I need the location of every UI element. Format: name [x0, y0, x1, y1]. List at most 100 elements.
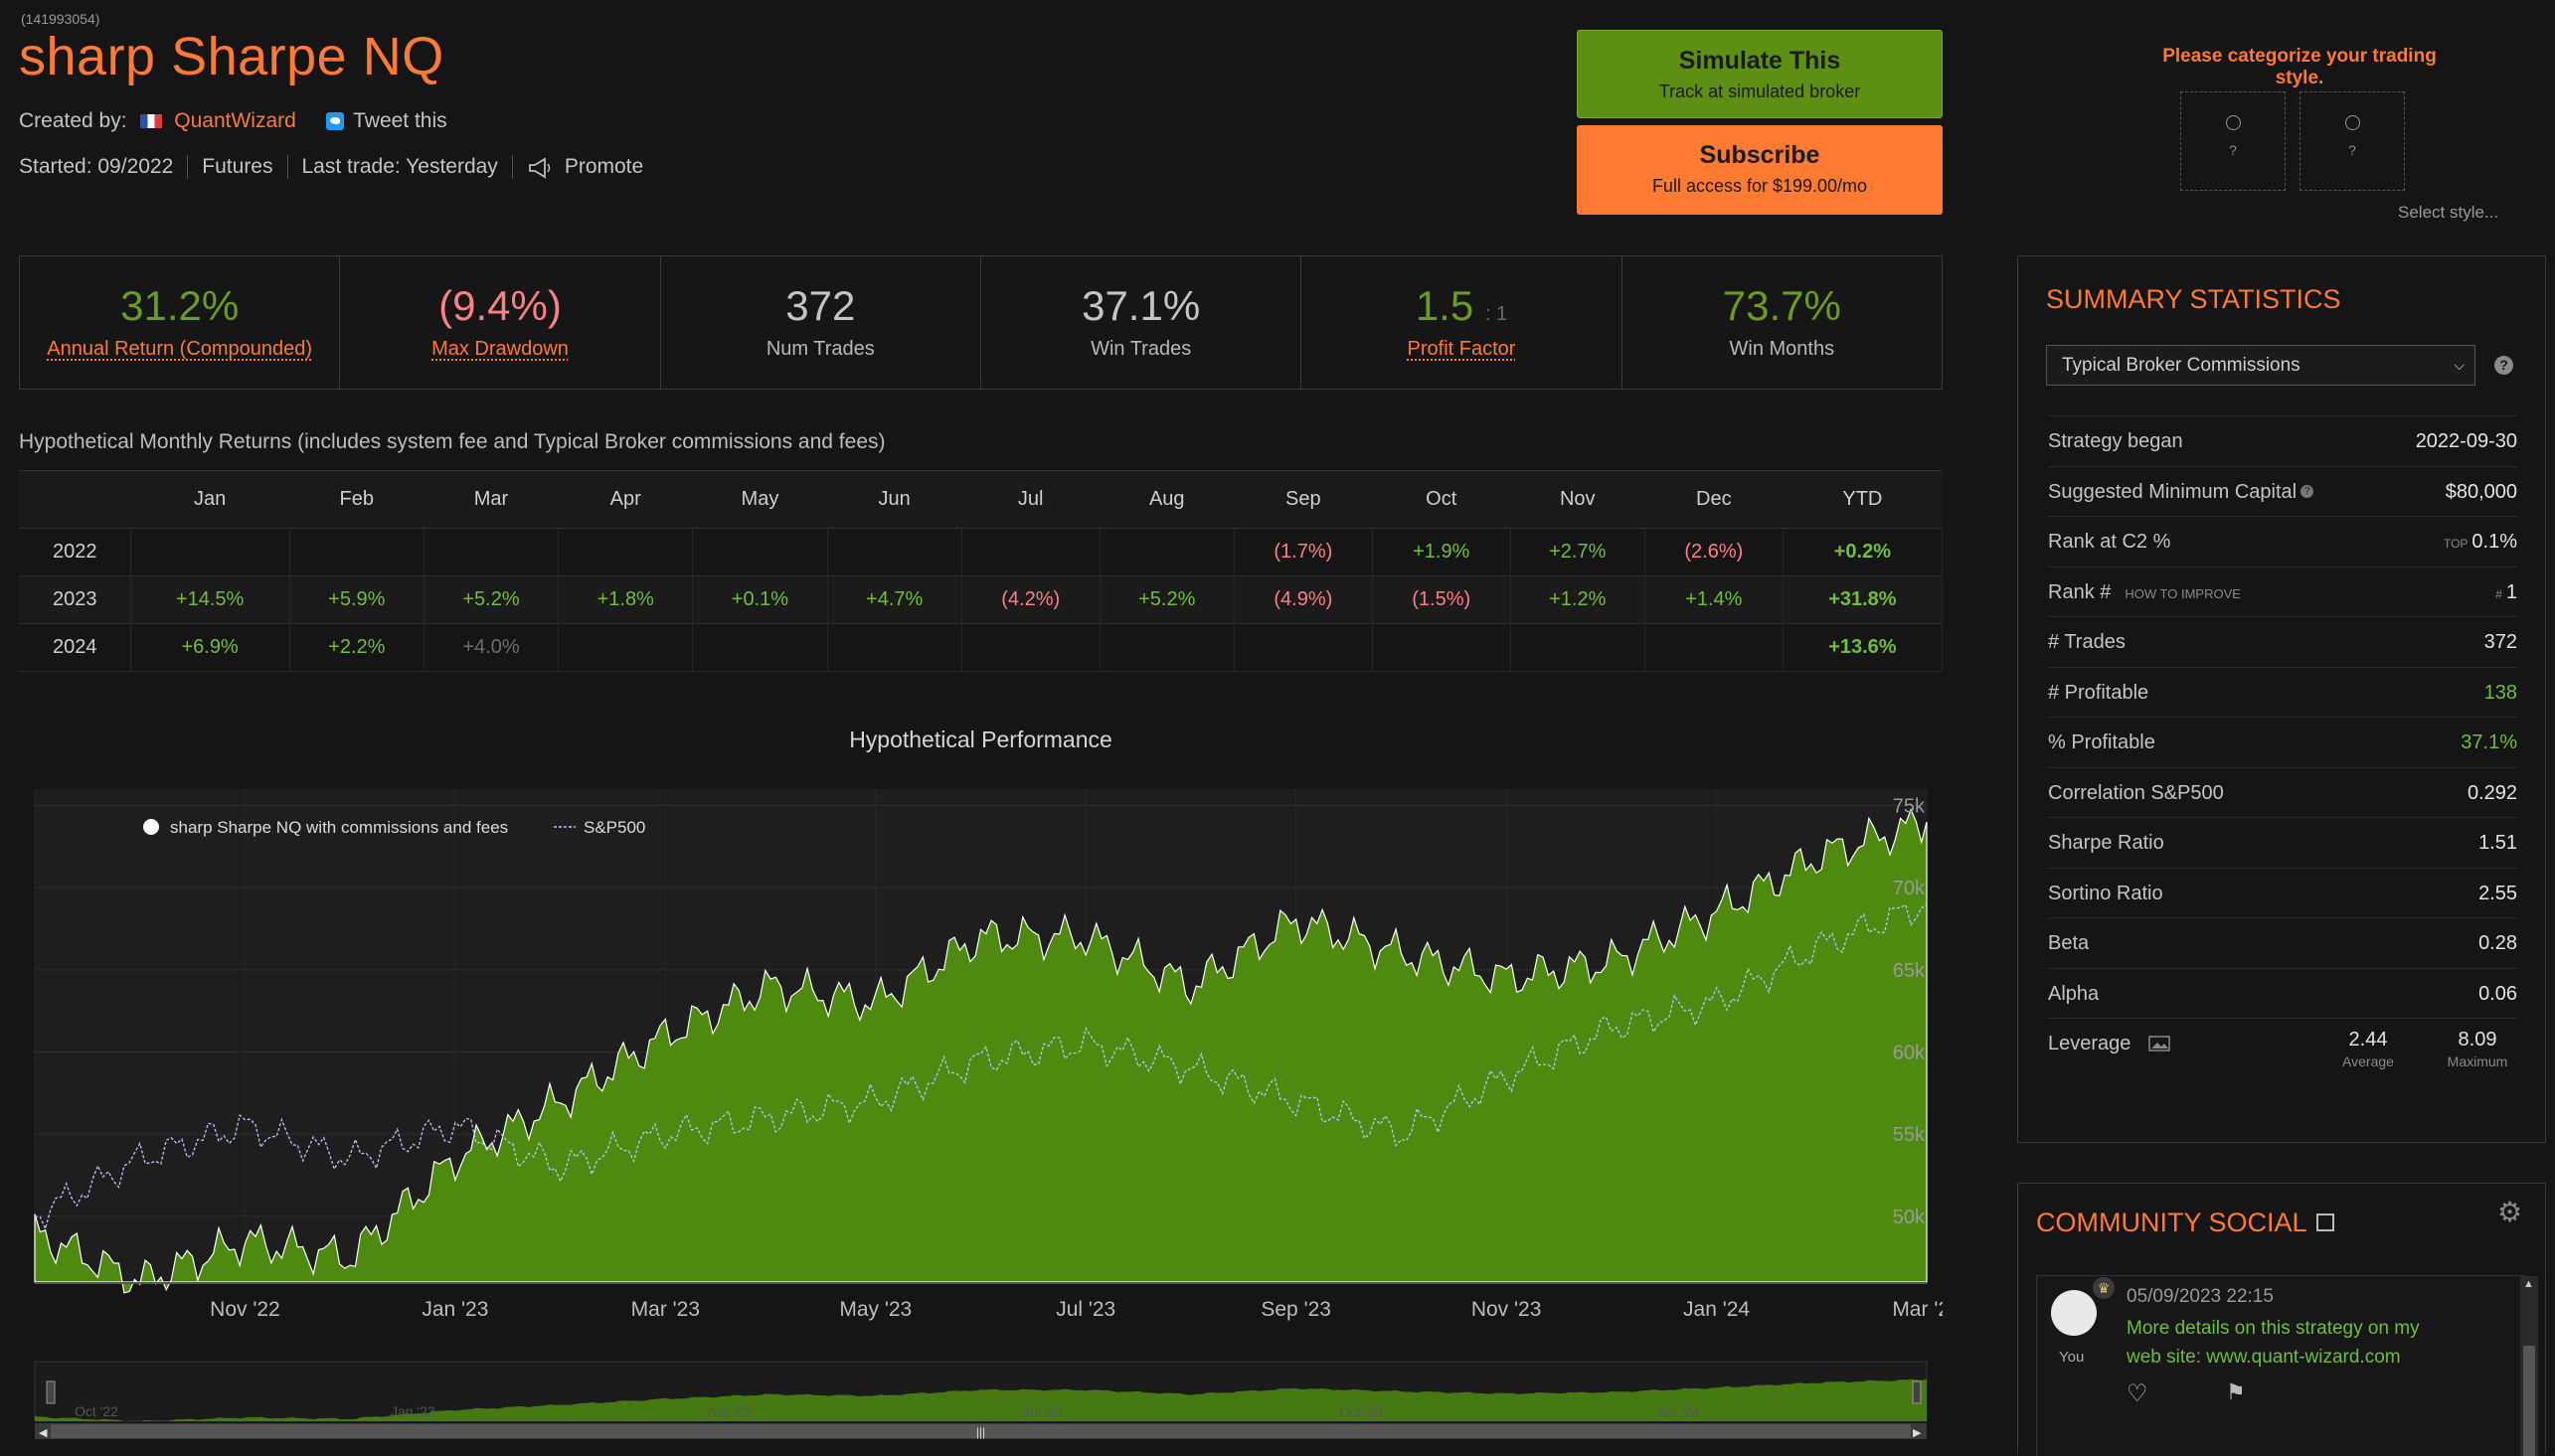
- style-box-2[interactable]: ?: [2300, 91, 2405, 191]
- sp500-data-point[interactable]: [1400, 1133, 1403, 1136]
- stat-win-months: 73.7% Win Months: [1622, 256, 1942, 389]
- promote-link[interactable]: Promote: [564, 155, 644, 178]
- stat-label-link[interactable]: Annual Return (Compounded): [47, 338, 313, 360]
- strategy-data-point[interactable]: [1820, 854, 1823, 857]
- sp500-data-point[interactable]: [769, 1116, 772, 1119]
- divider: [187, 155, 189, 179]
- sp500-data-point[interactable]: [979, 1058, 982, 1061]
- column-header: YTD: [1783, 470, 1943, 529]
- scrollbar-thumb[interactable]: [2523, 1346, 2535, 1456]
- strategy-data-point[interactable]: [1505, 977, 1508, 980]
- leverage-maximum: 8.09 Maximum: [2438, 1029, 2517, 1069]
- strategy-data-point[interactable]: [1715, 911, 1718, 914]
- strategy-data-point[interactable]: [1085, 935, 1088, 938]
- sp500-data-point[interactable]: [559, 1166, 562, 1169]
- gear-icon[interactable]: ⚙: [2497, 1197, 2523, 1227]
- navigator-handle-right[interactable]: [1912, 1380, 1922, 1404]
- performance-chart[interactable]: 50k 55k 60k 65k 70k 75k Nov '22 Jan '23 Mar '23 M…: [19, 775, 1943, 1451]
- author-link[interactable]: QuantWizard: [174, 109, 296, 132]
- sp500-data-point[interactable]: [1715, 1001, 1718, 1004]
- external-link-icon[interactable]: [2316, 1213, 2334, 1231]
- tweet-link[interactable]: Tweet this: [353, 109, 447, 132]
- post-text[interactable]: More details on this strategy on my web …: [2127, 1318, 2420, 1368]
- strategy-data-point[interactable]: [1294, 919, 1297, 922]
- chart-image-icon[interactable]: [2148, 1036, 2170, 1052]
- navigator-scrollbar-thumb[interactable]: [51, 1424, 1911, 1438]
- twitter-icon[interactable]: [325, 112, 344, 130]
- legend-label-sp500[interactable]: S&P500: [584, 818, 645, 837]
- commission-select[interactable]: Typical Broker Commissions ⌵: [2046, 345, 2475, 386]
- stat-label: Num Trades: [766, 338, 875, 360]
- summary-row: # Profitable 138: [2048, 666, 2517, 718]
- strategy-data-point[interactable]: [1610, 960, 1613, 963]
- style-box-1[interactable]: ?: [2180, 91, 2286, 191]
- strategy-data-point[interactable]: [559, 1100, 562, 1103]
- post-author: You: [2059, 1349, 2085, 1366]
- stat-value: (9.4%): [438, 282, 562, 329]
- france-flag-icon: [140, 114, 163, 128]
- stat-label-link[interactable]: Max Drawdown: [431, 338, 569, 360]
- strategy-data-point[interactable]: [34, 1231, 37, 1234]
- sp500-data-point[interactable]: [1085, 1043, 1088, 1046]
- summary-row: Beta 0.28: [2048, 917, 2517, 968]
- navigator-handle-left[interactable]: [46, 1380, 56, 1404]
- sp500-data-point[interactable]: [349, 1158, 352, 1161]
- sp500-data-point[interactable]: [874, 1100, 877, 1103]
- sp500-data-point[interactable]: [1610, 1026, 1613, 1029]
- sp500-data-point[interactable]: [453, 1124, 456, 1127]
- strategy-data-point[interactable]: [244, 1239, 247, 1242]
- strategy-area-series[interactable]: [34, 807, 1928, 1294]
- y-tick-label: 60k: [1893, 1043, 1926, 1064]
- radio-icon: [2344, 115, 2360, 130]
- strategy-data-point[interactable]: [349, 1256, 352, 1259]
- stat-win-trades: 37.1% Win Trades: [981, 256, 1302, 389]
- how-to-improve-link[interactable]: HOW TO IMPROVE: [2125, 585, 2241, 601]
- return-cell: [130, 528, 290, 576]
- year-cell: 2024: [19, 623, 131, 672]
- sp500-data-point[interactable]: [1189, 1067, 1192, 1070]
- stat-label-link[interactable]: Profit Factor: [1407, 338, 1516, 360]
- leverage-maximum-caption: Maximum: [2447, 1053, 2508, 1069]
- strategy-data-point[interactable]: [453, 1158, 456, 1161]
- sp500-data-point[interactable]: [244, 1124, 247, 1127]
- created-by: Created by: QuantWizard Tweet this: [19, 109, 447, 133]
- summary-key: % Profitable: [2048, 731, 2155, 754]
- strategy-data-point[interactable]: [874, 1001, 877, 1004]
- sp500-data-point[interactable]: [664, 1133, 667, 1136]
- scroll-right-icon[interactable]: ▶: [1913, 1427, 1922, 1439]
- help-icon[interactable]: ?: [2494, 356, 2513, 375]
- help-icon[interactable]: ?: [2300, 484, 2314, 498]
- summary-key-text: Strategy began: [2048, 430, 2183, 452]
- strategy-data-point[interactable]: [664, 1035, 667, 1038]
- summary-key-text: Suggested Minimum Capital: [2048, 480, 2298, 503]
- heart-icon[interactable]: ♡: [2127, 1380, 2148, 1407]
- return-cell: [558, 623, 694, 672]
- flag-icon[interactable]: ⚑: [2226, 1379, 2246, 1404]
- sp500-data-point[interactable]: [34, 1214, 37, 1217]
- legend-label-strategy[interactable]: sharp Sharpe NQ with commissions and fee…: [170, 818, 508, 837]
- return-cell: +4.7%: [827, 575, 962, 624]
- strategy-data-point[interactable]: [769, 985, 772, 988]
- strategy-data-point[interactable]: [979, 935, 982, 938]
- table-row: 2024 +6.9% +2.2% +4.0% +13.6%: [19, 623, 1944, 672]
- grip-icon[interactable]: |||: [976, 1425, 985, 1439]
- sp500-data-point[interactable]: [1926, 902, 1929, 905]
- sp500-data-point[interactable]: [1820, 944, 1823, 947]
- table-header-row: Jan Feb Mar Apr May Jun Jul Aug Sep Oct Nov Dec YTD: [19, 470, 1943, 529]
- subscribe-button[interactable]: Subscribe Full access for $199.00/mo: [1577, 125, 1943, 215]
- select-style-link[interactable]: Select style...: [2398, 203, 2499, 222]
- sp500-line-series[interactable]: [34, 903, 1928, 1231]
- strategy-data-point[interactable]: [1926, 821, 1929, 824]
- strategy-data-point[interactable]: [1400, 952, 1403, 955]
- sp500-data-point[interactable]: [1294, 1100, 1297, 1103]
- strategy-data-point[interactable]: [1189, 985, 1192, 988]
- simulate-button[interactable]: Simulate This Track at simulated broker: [1577, 30, 1943, 118]
- return-cell: [1510, 623, 1645, 672]
- sp500-data-point[interactable]: [138, 1158, 141, 1161]
- scroll-up-icon[interactable]: ▲: [2523, 1278, 2534, 1290]
- sp500-data-point[interactable]: [1505, 1075, 1508, 1078]
- avatar[interactable]: [2051, 1290, 2097, 1336]
- scroll-left-icon[interactable]: ◀: [39, 1427, 48, 1439]
- scrollbar[interactable]: ▲: [2520, 1276, 2538, 1456]
- megaphone-icon[interactable]: [527, 157, 555, 179]
